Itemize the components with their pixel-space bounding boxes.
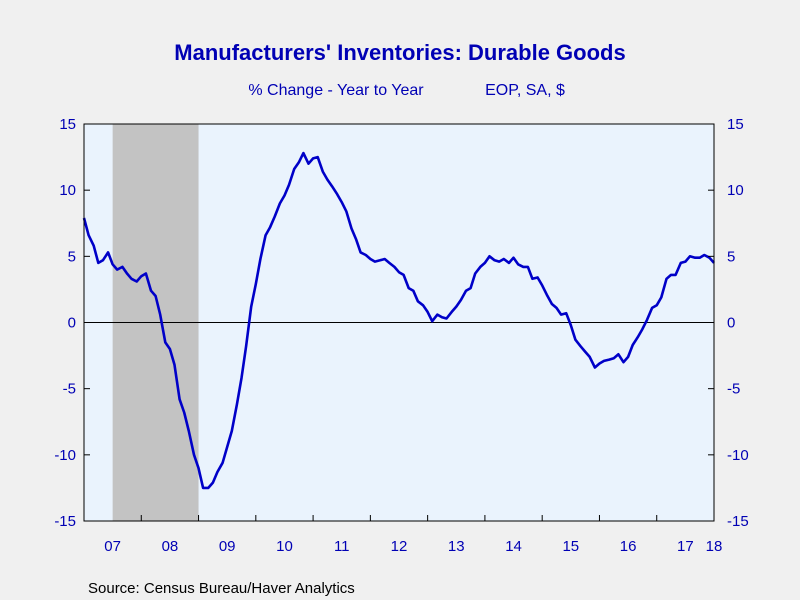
y-tick-label-left: -10 bbox=[54, 447, 76, 464]
y-tick-label-left: 10 bbox=[59, 182, 76, 199]
x-tick-label: 07 bbox=[104, 538, 121, 555]
y-tick-label-right: 15 bbox=[727, 116, 744, 133]
x-tick-label: 17 bbox=[677, 538, 694, 555]
x-tick-label: 08 bbox=[162, 538, 179, 555]
x-tick-label: 14 bbox=[505, 538, 522, 555]
chart-subtitle-right: EOP, SA, $ bbox=[485, 82, 565, 99]
y-tick-label-left: 0 bbox=[68, 315, 76, 332]
x-tick-label: 12 bbox=[391, 538, 408, 555]
y-tick-label-right: -5 bbox=[727, 381, 740, 398]
y-tick-label-left: 15 bbox=[59, 116, 76, 133]
x-tick-label: 10 bbox=[276, 538, 293, 555]
y-tick-label-left: -5 bbox=[63, 381, 76, 398]
x-tick-label: 16 bbox=[620, 538, 637, 555]
y-tick-label-right: -15 bbox=[727, 513, 749, 530]
y-tick-label-left: -15 bbox=[54, 513, 76, 530]
source-note: Source: Census Bureau/Haver Analytics bbox=[88, 580, 355, 597]
y-tick-label-right: 5 bbox=[727, 248, 735, 265]
y-axis-left: 15 10 5 0 -5 -10 -15 bbox=[54, 116, 90, 530]
y-tick-label-right: 10 bbox=[727, 182, 744, 199]
y-axis-right: 15 10 5 0 -5 -10 -15 bbox=[708, 116, 749, 530]
y-tick-label-left: 5 bbox=[68, 248, 76, 265]
chart-title: Manufacturers' Inventories: Durable Good… bbox=[174, 40, 625, 65]
x-tick-label: 09 bbox=[219, 538, 236, 555]
x-axis: 07 08 09 10 11 12 13 14 15 16 17 18 bbox=[83, 515, 723, 555]
x-tick-label: 11 bbox=[334, 538, 350, 555]
chart-subtitle-left: % Change - Year to Year bbox=[248, 82, 424, 99]
x-tick-label: 15 bbox=[562, 538, 579, 555]
y-tick-label-right: -10 bbox=[727, 447, 749, 464]
x-tick-label: 18 bbox=[706, 538, 723, 555]
x-tick-label: 13 bbox=[448, 538, 465, 555]
series-line bbox=[82, 151, 715, 490]
y-tick-label-right: 0 bbox=[727, 315, 735, 332]
plot-area bbox=[82, 123, 715, 522]
